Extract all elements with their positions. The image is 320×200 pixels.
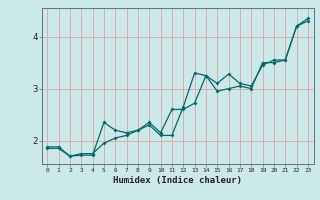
- X-axis label: Humidex (Indice chaleur): Humidex (Indice chaleur): [113, 176, 242, 185]
